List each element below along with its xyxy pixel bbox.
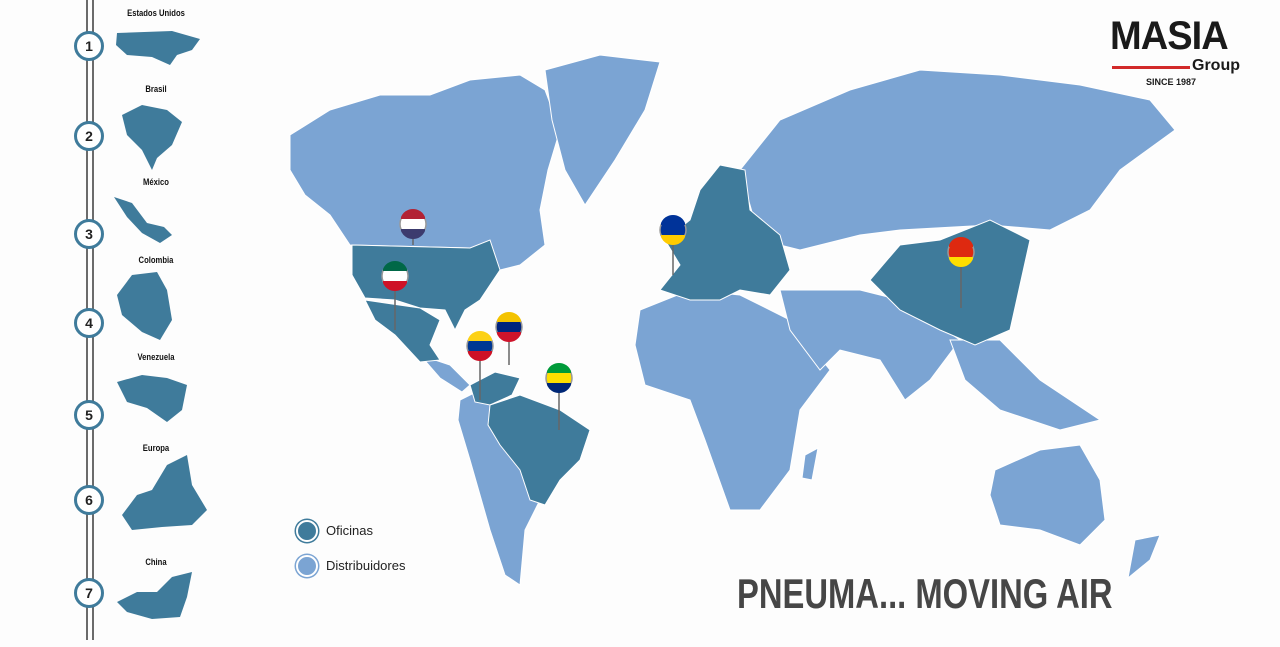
logo-wordmark: MASIA bbox=[1110, 14, 1229, 58]
mexico-flag-pin-icon bbox=[381, 261, 409, 330]
legend-offices-label: Oficinas bbox=[326, 523, 373, 538]
madagascar bbox=[801, 447, 819, 481]
central-america bbox=[418, 353, 471, 393]
timeline-step-5: 5 bbox=[74, 400, 104, 430]
china-flag-pin-icon bbox=[947, 237, 975, 308]
logo-group: Group bbox=[1192, 57, 1240, 74]
timeline-step-6: 6 bbox=[74, 485, 104, 515]
masia-group-logo: MASIA Group SINCE 1987 bbox=[1110, 16, 1245, 90]
brazil-flag-pin-icon bbox=[545, 362, 573, 430]
legend-distributors-label: Distribuidores bbox=[326, 558, 406, 573]
venezuela-flag-pin-icon bbox=[495, 312, 523, 365]
timeline-label: Brasil bbox=[145, 84, 167, 94]
mexico-office bbox=[364, 299, 441, 363]
country-silhouette-icon bbox=[114, 197, 172, 243]
africa bbox=[634, 289, 831, 511]
brazil-office bbox=[487, 394, 591, 506]
timeline-label: Europa bbox=[142, 443, 170, 453]
country-silhouette-icon bbox=[122, 105, 182, 170]
timeline-step-1: 1 bbox=[74, 31, 104, 61]
new-zealand bbox=[1127, 534, 1161, 580]
greenland bbox=[544, 54, 661, 206]
logo-red-bar bbox=[1112, 66, 1190, 69]
usa-flag-pin-icon bbox=[399, 208, 427, 245]
country-silhouette-icon bbox=[117, 272, 172, 340]
timeline-step-3: 3 bbox=[74, 219, 104, 249]
timeline-label: México bbox=[143, 177, 169, 187]
colombia-venezuela-office bbox=[469, 371, 521, 406]
offices-swatch-icon bbox=[296, 520, 318, 542]
country-silhouette-icon bbox=[116, 31, 200, 65]
china-office bbox=[869, 219, 1031, 346]
timeline-label: Estados Unidos bbox=[127, 8, 185, 18]
southeast-asia bbox=[949, 339, 1102, 431]
eu-flag-pin-icon bbox=[659, 215, 687, 275]
timeline-step-4: 4 bbox=[74, 308, 104, 338]
legend-offices: Oficinas bbox=[296, 520, 373, 542]
country-silhouette-icon bbox=[117, 375, 187, 422]
timeline-label: Venezuela bbox=[137, 352, 175, 362]
timeline-step-7: 7 bbox=[74, 578, 104, 608]
timeline-step-2: 2 bbox=[74, 121, 104, 151]
russia-asia bbox=[739, 69, 1176, 251]
country-silhouette-icon bbox=[122, 455, 207, 530]
colombia-flag-pin-icon bbox=[466, 330, 494, 400]
north-america-distributors bbox=[289, 74, 561, 276]
distributors-swatch-icon bbox=[296, 555, 318, 577]
timeline-label: Colombia bbox=[138, 255, 174, 265]
country-silhouette-icon bbox=[117, 572, 192, 619]
legend-distributors: Distribuidores bbox=[296, 555, 405, 577]
slogan: PNEUMA... MOVING AIR bbox=[737, 570, 1113, 617]
logo-since: SINCE 1987 bbox=[1146, 77, 1197, 87]
australia bbox=[989, 444, 1106, 546]
timeline-label: China bbox=[145, 557, 167, 567]
